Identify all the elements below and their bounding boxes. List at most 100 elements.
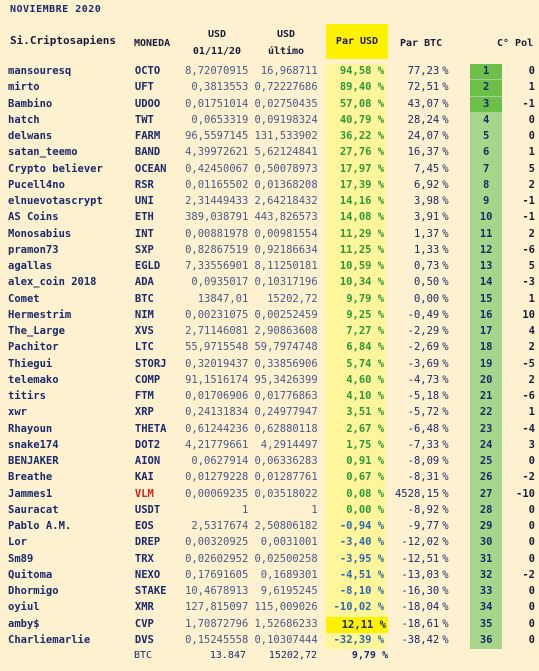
par-usd: 7,27 % — [324, 323, 387, 340]
rank-badge: 12 — [470, 242, 503, 260]
usd-start: 0,3813553 — [191, 81, 249, 94]
par-btc-pct: % — [442, 325, 449, 338]
rank-badge: 6 — [470, 144, 503, 162]
par-btc: 6,92 — [413, 178, 440, 191]
par-btc: 7,45 — [413, 162, 440, 175]
pol-change: 0 — [528, 536, 535, 549]
par-btc: -2,29 — [407, 325, 440, 338]
player-name: alex_coin 2018 — [8, 276, 97, 289]
coin-symbol: UFT — [134, 81, 154, 94]
table-row: Pucell4no RSR 0,01165502 0,01368208 17,39 % 6… — [0, 177, 539, 195]
usd-start: 0,00231075 — [185, 308, 249, 321]
table-row: alex_coin 2018 ADA 0,0935017 0,10317196 10,3… — [0, 274, 539, 292]
player-name: pramon73 — [8, 243, 59, 256]
coin-symbol: STORJ — [134, 357, 167, 370]
player-name: Pablo A.M. — [8, 520, 72, 533]
player-name: telemako — [8, 373, 59, 386]
pol-change: 1 — [528, 146, 535, 159]
pol-change: 2 — [528, 227, 535, 240]
rank-badge: 7 — [470, 161, 503, 178]
coin-symbol: DVS — [134, 633, 154, 646]
coin-symbol: DREP — [134, 536, 161, 549]
usd-last: 0,92186634 — [254, 243, 318, 256]
rank-badge: 36 — [470, 632, 503, 650]
rank-badge: 15 — [470, 291, 503, 308]
rank-badge: 2 — [470, 79, 503, 97]
coin-symbol: ETH — [134, 211, 154, 224]
par-btc-pct: % — [442, 227, 449, 240]
table-row: mansouresq OCTO 8,72070915 16,968711 94,58 %… — [0, 64, 539, 81]
par-usd: 57,08 % — [324, 96, 387, 113]
usd-start: 0,01706906 — [185, 390, 249, 403]
coin-symbol: BTC — [134, 292, 154, 305]
par-btc: -12,51 — [401, 552, 440, 565]
par-btc-pct: % — [442, 260, 449, 273]
par-usd: 2,67 % — [324, 421, 387, 438]
usd-last: 15202,72 — [267, 292, 318, 305]
usd-last: 1 — [311, 503, 318, 516]
pol-change: -4 — [522, 422, 535, 435]
par-btc-pct: % — [442, 601, 449, 614]
par-usd: 0,08 % — [324, 486, 387, 503]
par-usd: 17,97 % — [324, 161, 387, 178]
usd-last: 0,09198324 — [254, 113, 318, 126]
coin-symbol: TWT — [134, 113, 154, 126]
usd-start: 4,21779661 — [185, 438, 249, 451]
player-name: oyiul — [8, 601, 40, 614]
par-btc: 1,33 — [413, 243, 440, 256]
par-usd: 4,60 % — [324, 372, 387, 389]
usd-last: 0,10317196 — [254, 276, 318, 289]
usd-last: 0,01776863 — [254, 390, 318, 403]
usd-last: 115,009026 — [254, 601, 318, 614]
usd-last: 443,826573 — [254, 211, 318, 224]
rank-badge: 16 — [470, 307, 503, 325]
player-name: delwans — [8, 130, 53, 143]
pol-change: 1 — [528, 81, 535, 94]
rank-badge: 26 — [470, 469, 503, 487]
par-btc-pct: % — [442, 471, 449, 484]
pol-change: 2 — [528, 341, 535, 354]
par-usd: 40,79 % — [324, 112, 387, 129]
par-usd: 11,29 % — [324, 226, 387, 243]
par-btc: -5,72 — [407, 406, 440, 419]
par-usd: 10,34 % — [324, 274, 387, 291]
rank-badge: 4 — [470, 112, 503, 130]
usd-start: 0,42450067 — [185, 162, 249, 175]
coin-symbol: NEXO — [134, 568, 161, 581]
coin-symbol: TRX — [134, 552, 154, 565]
par-btc-pct: % — [442, 308, 449, 321]
player-name: agallas — [8, 260, 53, 273]
par-btc-pct: % — [442, 162, 449, 175]
usd-start: 2,5317674 — [191, 520, 249, 533]
par-btc: 0,00 — [413, 292, 440, 305]
player-name: Sm89 — [8, 552, 34, 565]
player-name: amby$ — [8, 617, 40, 630]
rank-badge: 35 — [470, 616, 503, 633]
pol-change: 0 — [528, 455, 535, 468]
usd-start: 0,01279228 — [185, 471, 249, 484]
rank-badge: 30 — [470, 534, 503, 552]
par-btc-pct: % — [442, 406, 449, 419]
par-btc: 4528,15 — [394, 487, 440, 500]
usd-last: 2,50806182 — [254, 520, 318, 533]
pol-change: 0 — [528, 633, 535, 646]
par-usd: -32,39 % — [324, 632, 387, 649]
coin-symbol: UDOO — [134, 97, 161, 110]
par-btc: -18,04 — [401, 601, 440, 614]
table-row: Crypto believer OCEAN 0,42450067 0,50078973… — [0, 161, 539, 178]
player-name: Breathe — [8, 471, 53, 484]
usd-start: 13847,01 — [197, 292, 249, 305]
player-name: BENJAKER — [8, 455, 59, 468]
coin-symbol: THETA — [134, 422, 167, 435]
usd-start: 0,82867519 — [185, 243, 249, 256]
rank-badge: 10 — [470, 209, 503, 227]
rank-badge: 18 — [470, 339, 503, 357]
usd-last: 4,2914497 — [260, 438, 318, 451]
usd-last: 95,3426399 — [254, 373, 318, 386]
table-row: Quitoma NEXO 0,17691605 0,1689301 -4,51 % -13… — [0, 567, 539, 585]
pol-change: -1 — [522, 211, 535, 224]
usd-last: 0,72227686 — [254, 81, 318, 94]
col-moneda: MONEDA — [134, 38, 171, 49]
average-par-usd: 12,11 % — [326, 617, 388, 633]
